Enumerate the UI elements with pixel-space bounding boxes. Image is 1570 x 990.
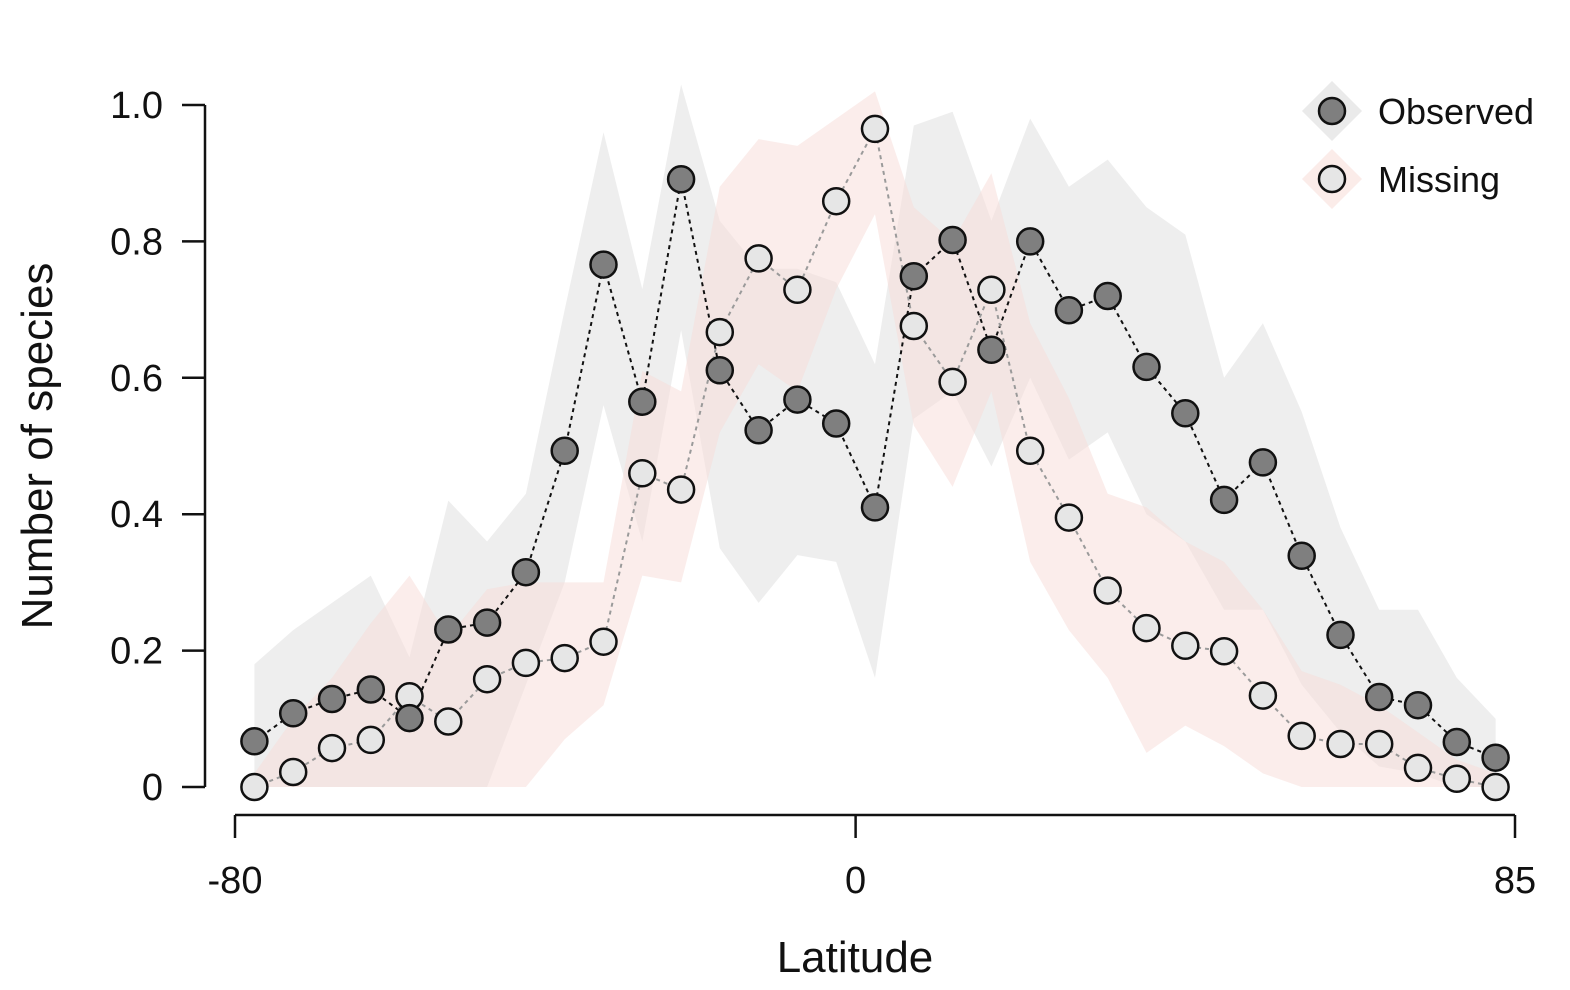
x-tick-label: 0	[845, 860, 866, 902]
observed-point	[1287, 541, 1316, 571]
data-points	[240, 114, 1510, 802]
series-lines	[253, 125, 1496, 788]
observed-point	[1248, 448, 1278, 477]
missing-point	[1015, 436, 1045, 466]
missing-point	[317, 733, 347, 763]
observed-point	[434, 615, 463, 644]
observed-point	[356, 675, 386, 704]
missing-point	[1442, 764, 1472, 794]
missing-point	[783, 275, 812, 305]
missing-point	[1054, 503, 1084, 532]
observed-point	[1054, 296, 1084, 325]
missing-point	[938, 367, 967, 397]
missing-point	[1209, 637, 1239, 666]
y-tick-label: 0.8	[110, 221, 163, 263]
missing-point	[472, 664, 502, 694]
missing-point	[744, 244, 773, 273]
legend-observed-label: Observed	[1378, 91, 1534, 132]
missing-point	[628, 459, 657, 488]
observed-point	[278, 699, 308, 728]
observed-point	[1209, 485, 1239, 515]
missing-band	[254, 91, 1496, 787]
missing-point	[240, 772, 269, 802]
missing-point	[899, 311, 929, 341]
missing-point	[589, 627, 618, 656]
confidence-bands	[254, 84, 1496, 787]
observed-line	[253, 179, 1496, 759]
observed-point	[1093, 281, 1122, 311]
y-tick-label: 0.2	[110, 631, 163, 673]
missing-point	[1326, 729, 1355, 759]
observed-point	[550, 436, 579, 466]
observed-point	[317, 684, 347, 714]
missing-point	[511, 648, 541, 678]
missing-point	[1403, 753, 1433, 783]
y-tick-label: 0.4	[110, 494, 163, 536]
observed-point	[1481, 743, 1510, 772]
missing-point	[1248, 681, 1278, 710]
observed-point	[744, 416, 773, 445]
legend-observed-marker	[1317, 96, 1347, 126]
x-tick-label: -80	[208, 860, 263, 902]
observed-point	[899, 261, 929, 291]
observed-point	[395, 703, 424, 733]
missing-point	[666, 475, 696, 504]
x-axis-title: Latitude	[777, 933, 934, 982]
observed-point	[628, 387, 657, 416]
missing-point	[1171, 631, 1200, 661]
observed-point	[1442, 727, 1472, 757]
observed-point	[511, 557, 541, 587]
axes: 0 0.2 0.4 0.6 0.8 1.0 -80 0 85	[110, 85, 1536, 902]
observed-point	[1403, 690, 1433, 720]
missing-point	[278, 757, 308, 787]
y-tick-label: 1.0	[110, 85, 163, 127]
observed-point	[1015, 227, 1045, 256]
missing-point	[1287, 721, 1316, 751]
observed-point	[977, 335, 1006, 365]
missing-point	[977, 275, 1006, 305]
observed-point	[821, 409, 851, 438]
legend: Observed Missing	[1302, 81, 1534, 209]
observed-point	[860, 493, 890, 522]
missing-point	[434, 707, 463, 736]
observed-point	[938, 225, 967, 255]
observed-point	[1326, 620, 1355, 650]
observed-point	[705, 356, 735, 385]
observed-point	[1171, 399, 1200, 428]
observed-point	[472, 608, 502, 637]
missing-point	[1132, 613, 1161, 643]
missing-point	[356, 725, 386, 755]
y-axis-title: Number of species	[13, 263, 62, 630]
missing-point	[1364, 729, 1394, 759]
observed-point	[1132, 352, 1161, 382]
missing-line	[254, 125, 1496, 788]
observed-point	[666, 165, 696, 194]
observed-point	[783, 385, 812, 414]
x-tick-label: 85	[1494, 860, 1536, 902]
missing-point	[821, 186, 851, 216]
y-tick-label: 0.6	[110, 358, 163, 400]
y-tick-label: 0	[142, 767, 163, 809]
legend-missing-label: Missing	[1378, 159, 1500, 200]
legend-missing-marker	[1317, 164, 1347, 194]
missing-point	[705, 317, 735, 347]
missing-point	[1481, 772, 1510, 802]
observed-band	[254, 84, 1496, 787]
observed-point	[240, 727, 269, 756]
missing-point	[550, 643, 579, 673]
observed-point	[1364, 682, 1394, 712]
observed-point	[589, 250, 618, 279]
missing-point	[1093, 576, 1122, 605]
missing-point	[860, 114, 890, 144]
